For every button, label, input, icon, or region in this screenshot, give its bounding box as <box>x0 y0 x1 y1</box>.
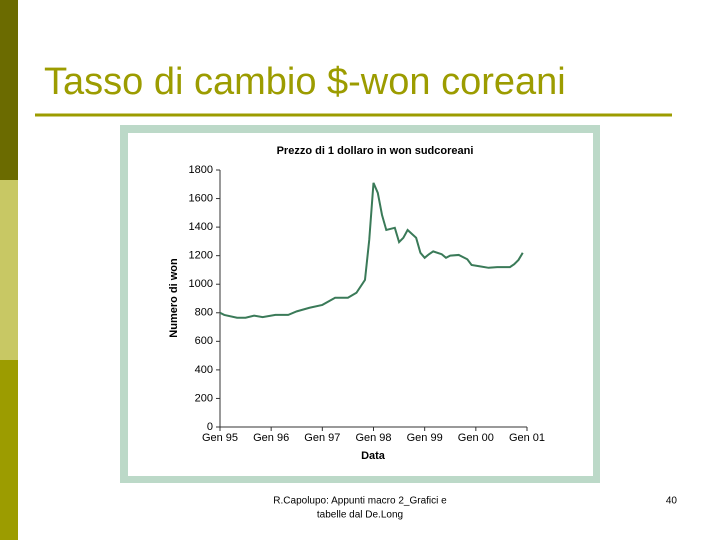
footer-line: R.Capolupo: Appunti macro 2_Grafici e <box>273 496 447 507</box>
y-tick-label: 400 <box>195 364 213 376</box>
side-bar <box>0 180 18 360</box>
side-bar <box>0 360 18 540</box>
y-tick-label: 0 <box>207 421 213 433</box>
x-tick-label: Gen 97 <box>304 432 340 444</box>
x-axis-label: Data <box>361 450 386 462</box>
x-tick-label: Gen 99 <box>407 432 443 444</box>
y-tick-label: 200 <box>195 392 213 404</box>
x-tick-label: Gen 98 <box>355 432 391 444</box>
x-tick-label: Gen 00 <box>458 432 494 444</box>
y-tick-label: 1800 <box>189 164 213 176</box>
x-tick-label: Gen 96 <box>253 432 289 444</box>
slide-title: Tasso di cambio $-won coreani <box>44 61 566 103</box>
y-tick-label: 1600 <box>189 192 213 204</box>
footer-line: tabelle dal De.Long <box>317 510 403 521</box>
page-number: 40 <box>666 496 678 507</box>
y-axis-label: Numero di won <box>168 258 180 338</box>
data-line <box>219 182 524 319</box>
y-tick-label: 1000 <box>189 278 213 290</box>
chart-title: Prezzo di 1 dollaro in won sudcoreani <box>277 145 474 157</box>
chart-area <box>128 133 593 476</box>
x-tick-label: Gen 95 <box>202 432 238 444</box>
side-bar <box>0 0 18 180</box>
y-tick-label: 600 <box>195 335 213 347</box>
y-tick-label: 1200 <box>189 250 213 262</box>
y-tick-label: 800 <box>195 307 213 319</box>
y-tick-label: 1400 <box>189 221 213 233</box>
x-tick-label: Gen 01 <box>509 432 545 444</box>
